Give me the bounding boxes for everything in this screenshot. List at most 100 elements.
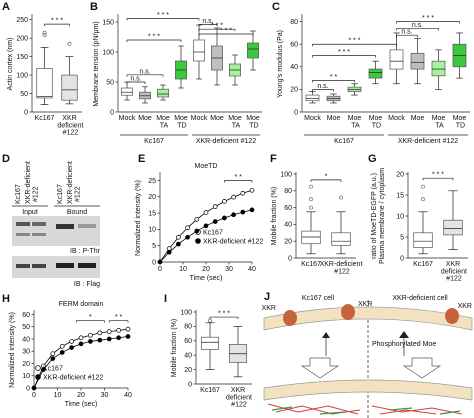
band	[32, 264, 46, 268]
x-tick-label: Mock	[388, 115, 405, 122]
y-tick-label: 5	[400, 234, 404, 241]
outlier	[208, 318, 212, 323]
y-tick-label: 30	[22, 349, 30, 356]
y-axis-label: Normalized intensity (%)	[9, 312, 16, 388]
hollow-arrow	[300, 357, 340, 379]
box	[301, 230, 321, 245]
y-tick-label: 0	[288, 255, 292, 262]
y-tick-label: 200	[16, 35, 28, 42]
outlier	[42, 30, 47, 35]
significance-label: *	[325, 173, 328, 180]
x-tick-label: XKR deficient #122	[55, 115, 83, 137]
data-point	[240, 190, 246, 196]
cortex	[271, 406, 461, 415]
x-tick-label: Moe TA	[156, 115, 170, 129]
panel-letter: D	[2, 153, 10, 165]
protein-label: XKR	[358, 301, 372, 308]
y-axis-label: ratio of MoeTD-EGFP (a.u.)	[371, 173, 378, 259]
data-point	[106, 329, 112, 334]
box	[61, 74, 78, 101]
y-tick-label: 20	[396, 171, 404, 178]
panel-letter: G	[368, 153, 377, 165]
y-tick-label: 10	[148, 227, 156, 234]
y-tick-label: 5	[152, 243, 156, 250]
outlier	[421, 184, 425, 189]
x-tick-label: Moe	[138, 115, 152, 122]
band	[16, 222, 30, 226]
cell-label: Kc167 cell	[302, 295, 335, 302]
protein-label: XKR	[262, 305, 276, 312]
y-tick-label: 40	[22, 336, 30, 343]
y-tick-label: 0	[152, 259, 156, 266]
data-point	[31, 385, 37, 391]
y-tick-label: 0	[294, 109, 298, 116]
arrow-head	[322, 332, 330, 338]
y-tick-label: 60	[184, 338, 192, 345]
data-point	[249, 187, 255, 193]
probe-label: IB : P-Thr	[70, 248, 101, 255]
significance-label: * * *	[432, 172, 444, 179]
data-point	[212, 204, 218, 209]
y-tick-label: 0	[400, 255, 404, 262]
significance-label: * * *	[157, 12, 169, 19]
box	[368, 68, 383, 79]
legend-label: XKR-deficient #122	[203, 238, 263, 245]
data-point	[222, 199, 227, 204]
y-tick-label: 250	[16, 17, 28, 24]
y-tick-label: 50	[22, 324, 30, 331]
y-tick-label: 60	[22, 312, 30, 319]
y-tick-label: 20	[148, 194, 156, 201]
y-axis-label: Plasma membrane / cytoplasm	[379, 168, 386, 264]
x-tick-label: Moe	[210, 115, 224, 122]
data-point	[125, 334, 131, 339]
panel-letter: E	[138, 153, 145, 165]
diagram-panel: J Kc167 cell XKR-deficient cell XKR XKR …	[262, 291, 473, 418]
data-point	[97, 337, 103, 343]
chart-title: FERM domain	[59, 301, 104, 308]
y-tick-label: 0	[26, 385, 30, 392]
lane-label: XKR-deficient #122	[67, 161, 81, 204]
data-point	[116, 335, 121, 341]
y-tick-label: 0	[110, 109, 114, 116]
data-point	[59, 350, 65, 355]
x-tick-label: Moe TA	[348, 115, 362, 129]
data-point	[249, 207, 255, 213]
x-tick-label: Kc167	[413, 261, 433, 268]
data-point	[59, 343, 65, 349]
group-label: Kc167	[144, 138, 164, 145]
data-point	[194, 216, 200, 222]
panel-letter: B	[90, 1, 98, 13]
y-tick-label: 80	[290, 19, 298, 26]
blot-panel	[12, 205, 100, 278]
y-tick-label: 40	[184, 353, 192, 360]
x-tick-label: XKR deficient #122	[439, 261, 467, 283]
membrane	[263, 306, 473, 331]
y-tick-label: 20	[22, 361, 30, 368]
x-tick-label: 30	[101, 392, 109, 399]
data-point	[78, 341, 84, 347]
box	[331, 232, 351, 246]
box	[121, 87, 133, 96]
data-point	[231, 194, 236, 200]
significance-label: n.s.	[317, 83, 328, 90]
x-tick-label: Moe TD	[453, 115, 467, 129]
x-tick-label: 0	[32, 392, 36, 399]
data-point	[41, 367, 46, 372]
diagram-label: Phosphorylated Moe	[372, 341, 436, 348]
legend-label: Kc167	[203, 229, 223, 236]
significance-label: n.s.	[412, 22, 423, 29]
y-tick-label: 100	[280, 171, 292, 178]
x-tick-label: XKR-deficient #122	[320, 261, 363, 275]
y-tick-label: 20	[290, 87, 298, 94]
y-axis-label: Actin cortex (nm)	[7, 38, 14, 91]
data-point	[212, 219, 218, 224]
panel-letter: F	[270, 153, 277, 165]
band	[32, 233, 46, 236]
panel-letter: A	[2, 1, 10, 13]
xkr-protein	[283, 310, 297, 326]
data-point	[176, 241, 181, 247]
y-tick-label: 10	[22, 373, 30, 380]
x-tick-label: 10	[54, 392, 62, 399]
y-tick-label: 20	[184, 367, 192, 374]
x-tick-label: Kc167	[301, 261, 321, 268]
